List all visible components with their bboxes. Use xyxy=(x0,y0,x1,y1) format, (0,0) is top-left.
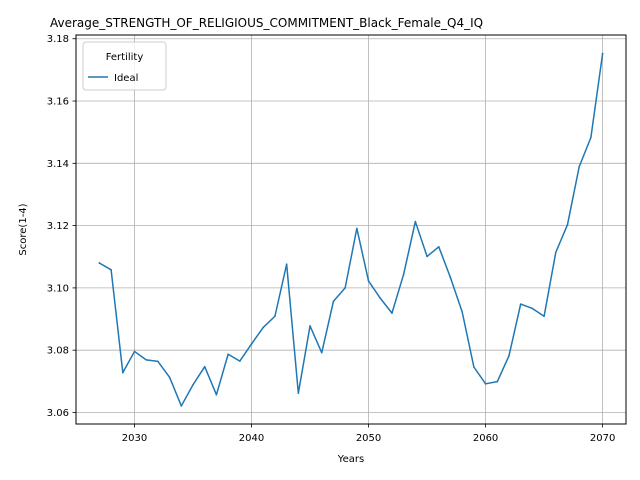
data-point xyxy=(192,383,194,386)
data-point xyxy=(320,351,323,354)
data-point xyxy=(437,245,440,248)
x-tick-label: 2050 xyxy=(356,433,381,444)
x-axis: 2030 2040 2050 2060 2070 xyxy=(122,424,615,444)
data-point xyxy=(414,220,417,223)
data-point xyxy=(590,136,592,139)
legend-label-ideal: Ideal xyxy=(114,73,138,84)
plot-area-frame xyxy=(75,34,627,425)
data-point xyxy=(157,360,159,363)
data-point xyxy=(473,366,475,368)
data-point xyxy=(449,276,452,279)
data-point xyxy=(484,383,487,385)
data-point xyxy=(203,365,206,368)
data-point xyxy=(578,165,580,168)
data-point xyxy=(344,287,346,289)
data-point xyxy=(227,353,229,356)
legend-title: Fertility xyxy=(106,52,144,63)
y-tick-label: 3.08 xyxy=(47,346,69,357)
y-axis-label: Score(1-4) xyxy=(18,203,29,255)
data-point xyxy=(122,371,124,374)
data-point xyxy=(391,312,393,314)
y-tick-label: 3.16 xyxy=(47,97,69,108)
data-point xyxy=(262,326,265,329)
data-point xyxy=(274,315,276,318)
y-axis: 3.06 3.08 3.10 3.12 3.14 3.16 3.18 xyxy=(47,34,76,419)
data-point xyxy=(426,255,428,258)
x-tick-label: 2030 xyxy=(122,433,147,444)
data-point xyxy=(554,251,557,254)
data-point xyxy=(239,360,241,362)
x-tick-label: 2040 xyxy=(239,433,264,444)
x-tick-label: 2070 xyxy=(590,433,615,444)
data-point xyxy=(133,350,136,353)
data-point xyxy=(379,297,382,299)
x-axis-label: Years xyxy=(337,454,364,465)
y-tick-label: 3.14 xyxy=(47,159,69,170)
x-tick-label: 2060 xyxy=(473,433,498,444)
data-point xyxy=(367,280,370,282)
legend-box xyxy=(82,41,167,91)
gridlines xyxy=(76,35,626,424)
data-point xyxy=(519,303,522,305)
series-layer xyxy=(98,52,604,407)
chart-title: Average_STRENGTH_OF_RELIGIOUS_COMMITMENT… xyxy=(50,16,483,30)
data-point xyxy=(543,315,545,318)
data-point xyxy=(168,376,171,379)
data-point xyxy=(531,307,534,310)
data-point xyxy=(402,273,405,275)
data-point xyxy=(98,262,101,264)
data-point xyxy=(297,392,300,394)
data-point xyxy=(215,393,218,396)
data-point xyxy=(110,269,112,271)
data-point xyxy=(145,359,148,361)
y-tick-label: 3.18 xyxy=(47,34,69,45)
data-point xyxy=(332,300,335,303)
data-point xyxy=(461,311,463,313)
data-point xyxy=(496,380,499,383)
data-point xyxy=(309,325,311,327)
data-point xyxy=(356,227,358,230)
y-tick-label: 3.06 xyxy=(47,408,69,419)
data-point xyxy=(508,354,510,357)
data-point xyxy=(180,405,183,407)
data-point xyxy=(566,223,569,226)
data-point xyxy=(285,263,288,266)
legend: Fertility Ideal xyxy=(82,41,167,91)
data-point xyxy=(601,52,604,55)
data-point xyxy=(250,343,253,345)
y-tick-label: 3.12 xyxy=(47,221,69,232)
series-line-ideal xyxy=(98,52,604,407)
y-tick-label: 3.10 xyxy=(47,283,69,294)
